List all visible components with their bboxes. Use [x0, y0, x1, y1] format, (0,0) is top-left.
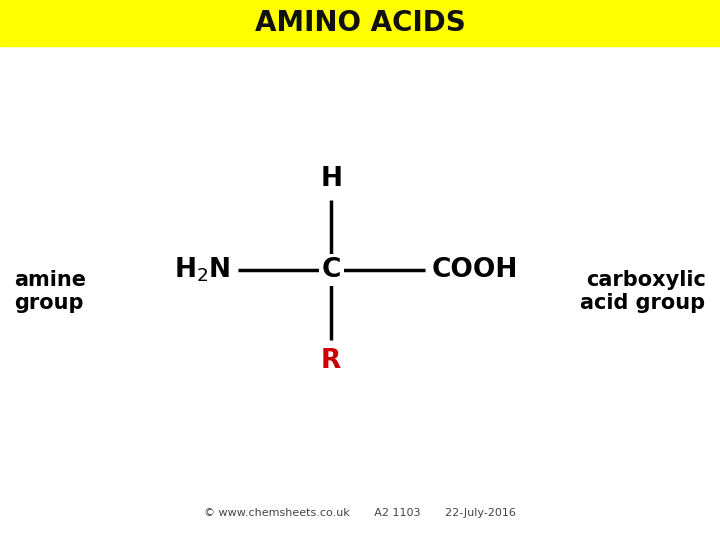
Text: carboxylic
acid group: carboxylic acid group	[580, 270, 706, 313]
Text: © www.chemsheets.co.uk       A2 1103       22-July-2016: © www.chemsheets.co.uk A2 1103 22-July-2…	[204, 508, 516, 518]
Text: R: R	[321, 348, 341, 374]
Text: C: C	[322, 257, 341, 283]
Text: amine
group: amine group	[14, 270, 86, 313]
Text: COOH: COOH	[432, 257, 518, 283]
FancyBboxPatch shape	[0, 0, 720, 46]
Text: H$_2$N: H$_2$N	[174, 256, 230, 284]
Text: H: H	[320, 166, 342, 192]
Text: AMINO ACIDS: AMINO ACIDS	[255, 9, 465, 37]
